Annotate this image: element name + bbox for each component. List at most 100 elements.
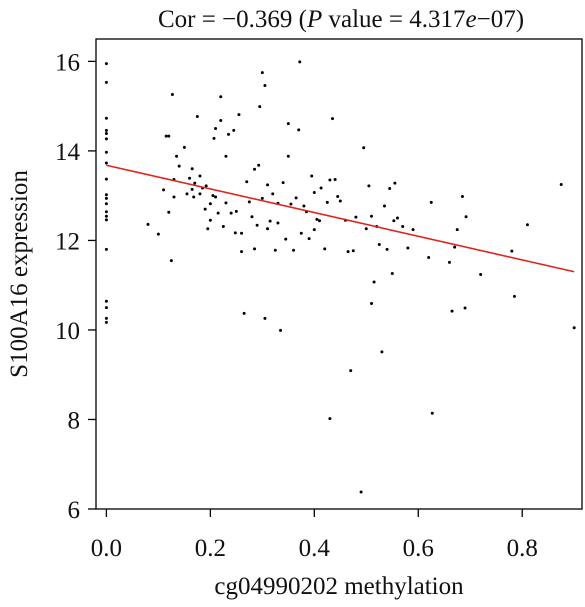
- data-point: [302, 204, 306, 208]
- data-point: [240, 231, 244, 235]
- y-tick-label: 10: [55, 318, 80, 345]
- data-point: [364, 227, 368, 231]
- data-point: [260, 71, 264, 75]
- data-point: [392, 219, 396, 223]
- data-point: [281, 181, 285, 185]
- data-point: [104, 247, 108, 251]
- data-point: [351, 249, 355, 253]
- data-point: [429, 200, 433, 204]
- y-tick-label: 16: [55, 49, 80, 76]
- data-point: [307, 237, 311, 241]
- data-point: [211, 194, 215, 198]
- data-point: [331, 117, 335, 121]
- data-point: [333, 178, 337, 182]
- y-axis-label: S100A16 expression: [6, 170, 33, 378]
- data-point: [104, 202, 108, 206]
- data-point: [298, 60, 302, 64]
- data-point: [204, 184, 208, 188]
- data-point: [214, 127, 218, 131]
- data-point: [559, 182, 563, 186]
- title-suffix: −07): [477, 6, 524, 33]
- data-point: [572, 326, 576, 330]
- data-point: [276, 221, 280, 225]
- data-point: [271, 192, 275, 196]
- data-point: [406, 246, 410, 250]
- data-point: [250, 215, 254, 219]
- data-point: [450, 309, 454, 313]
- data-point: [255, 223, 259, 227]
- data-point: [279, 328, 283, 332]
- y-tick-label: 8: [68, 407, 81, 434]
- data-point: [312, 228, 316, 232]
- data-point: [185, 192, 189, 196]
- data-point: [177, 164, 181, 168]
- title-e-italic: e: [466, 6, 477, 33]
- data-point: [104, 196, 108, 200]
- regression-line: [106, 164, 575, 273]
- data-point: [260, 196, 264, 200]
- data-point: [253, 247, 257, 251]
- data-point: [224, 154, 228, 158]
- data-point: [203, 207, 207, 211]
- data-point: [390, 272, 394, 276]
- data-point: [354, 215, 358, 219]
- x-axis: 0.0 0.2 0.4 0.6 0.8: [91, 509, 538, 562]
- data-point: [240, 250, 244, 254]
- data-point: [328, 178, 332, 182]
- data-point: [385, 247, 389, 251]
- data-point: [193, 181, 197, 185]
- data-point: [188, 176, 192, 180]
- data-point: [198, 192, 202, 196]
- data-point: [227, 132, 231, 136]
- data-points: [104, 60, 576, 494]
- data-point: [104, 299, 108, 303]
- data-point: [372, 280, 376, 284]
- data-point: [167, 134, 171, 138]
- data-point: [286, 122, 290, 126]
- data-point: [286, 154, 290, 158]
- data-point: [104, 116, 108, 120]
- data-point: [192, 195, 196, 199]
- data-point: [315, 217, 319, 221]
- data-point: [212, 136, 216, 140]
- data-point: [162, 188, 166, 192]
- data-point: [268, 219, 272, 223]
- data-point: [170, 93, 174, 97]
- data-point: [232, 128, 236, 132]
- data-point: [237, 113, 241, 117]
- data-point: [104, 218, 108, 222]
- data-point: [292, 248, 296, 252]
- data-point: [319, 186, 323, 190]
- data-point: [233, 231, 237, 235]
- data-point: [146, 222, 150, 226]
- data-point: [182, 145, 186, 149]
- data-point: [104, 128, 108, 132]
- data-point: [190, 167, 194, 171]
- data-point: [338, 199, 342, 203]
- data-point: [325, 200, 329, 204]
- data-point: [297, 128, 301, 132]
- data-point: [263, 316, 267, 320]
- data-point: [369, 214, 373, 218]
- data-point: [312, 191, 316, 195]
- title-prefix: Cor = −0.369 (: [158, 6, 307, 33]
- data-point: [294, 196, 298, 200]
- data-point: [430, 411, 434, 415]
- data-point: [104, 306, 108, 310]
- data-point: [190, 187, 194, 191]
- data-point: [164, 134, 168, 138]
- data-point: [104, 150, 108, 154]
- data-point: [463, 306, 467, 310]
- data-point: [266, 183, 270, 187]
- x-axis-label: cg04990202 methylation: [214, 573, 464, 600]
- data-point: [104, 131, 108, 135]
- data-point: [104, 210, 108, 214]
- data-point: [401, 225, 405, 229]
- data-point: [156, 232, 160, 236]
- y-tick-label: 6: [68, 497, 81, 524]
- data-point: [289, 202, 293, 206]
- data-point: [206, 227, 210, 231]
- data-point: [167, 210, 171, 214]
- data-point: [263, 84, 267, 88]
